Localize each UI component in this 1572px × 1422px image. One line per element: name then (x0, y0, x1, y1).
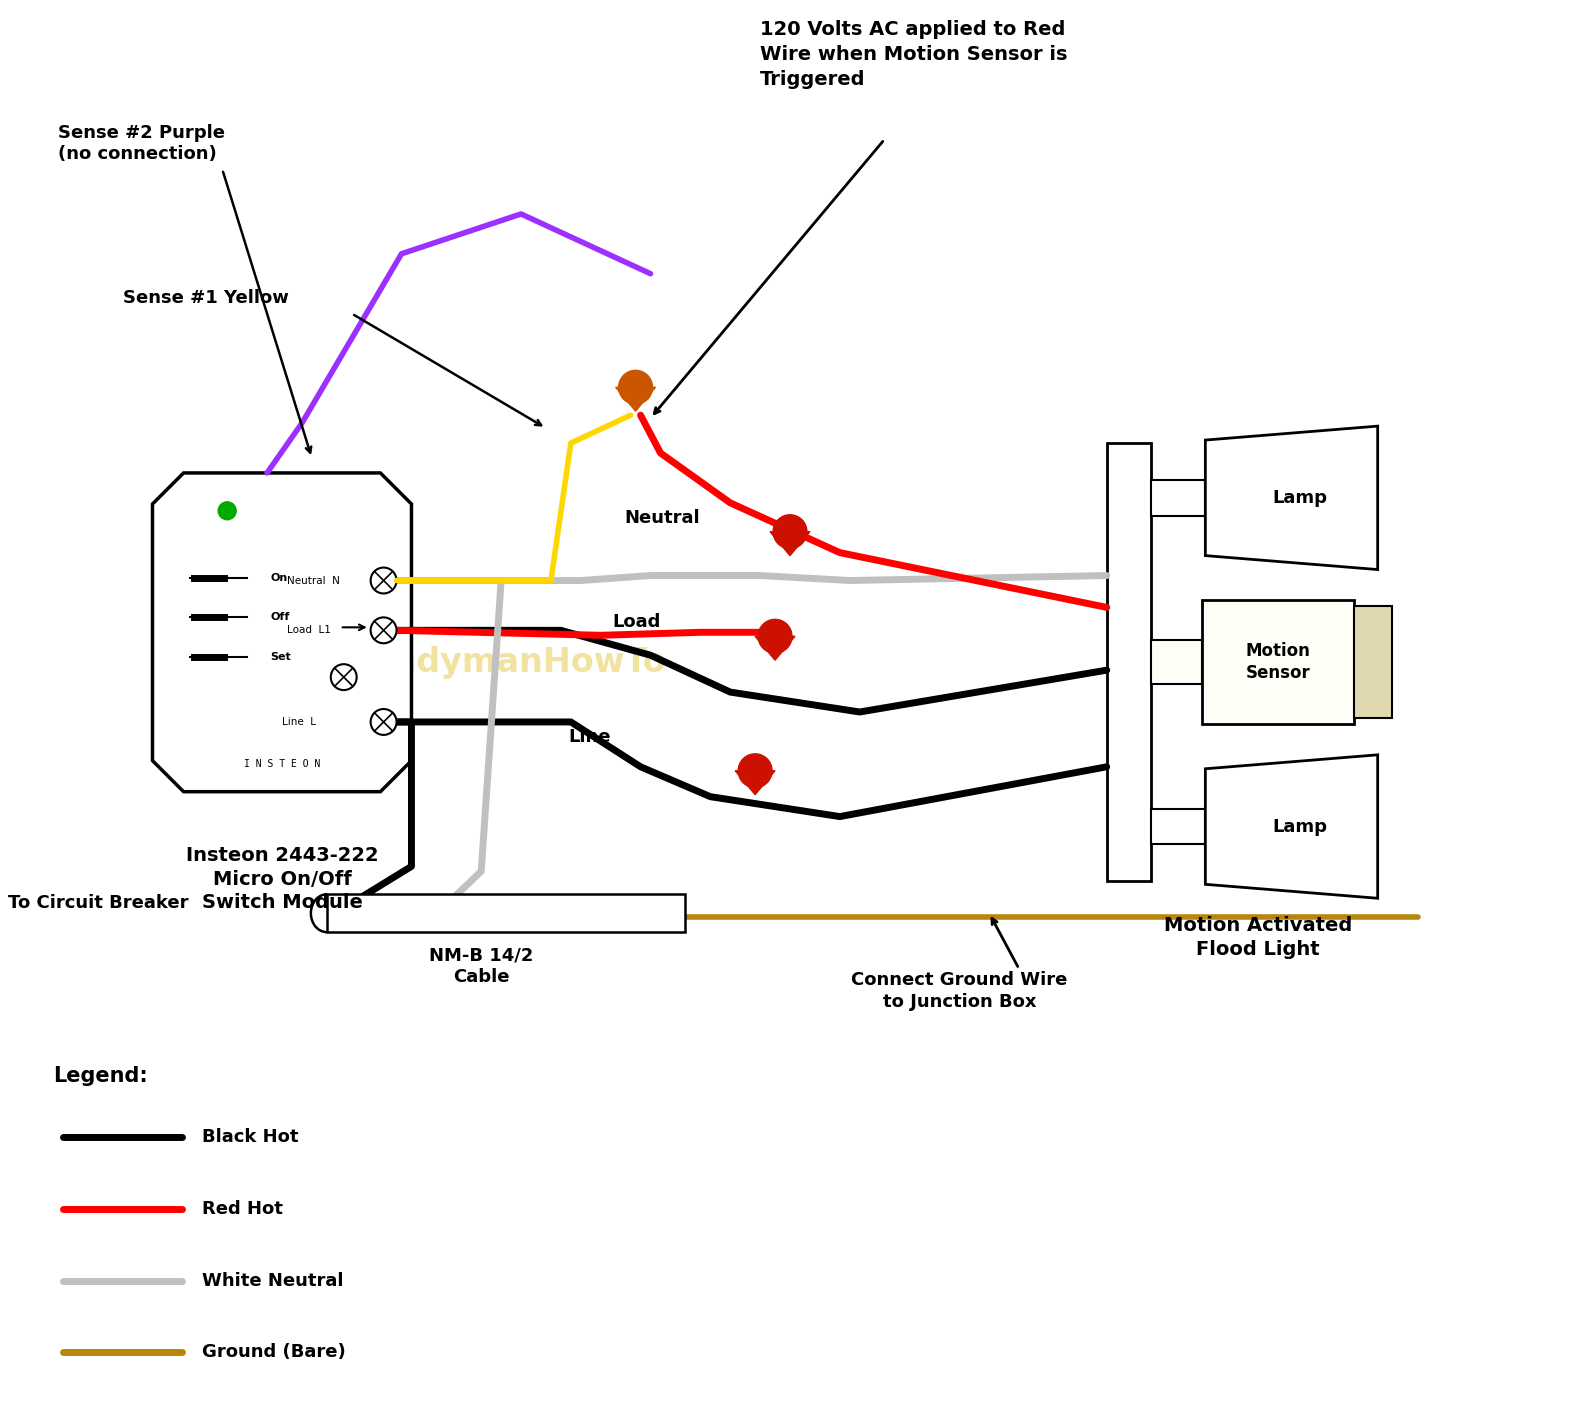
Text: Lamp: Lamp (1272, 489, 1327, 506)
Polygon shape (736, 771, 775, 795)
Circle shape (773, 515, 806, 549)
Text: White Neutral: White Neutral (203, 1271, 344, 1290)
Text: Red Hot: Red Hot (203, 1200, 283, 1219)
Bar (1151, 479, 1206, 516)
Circle shape (619, 370, 652, 404)
Circle shape (758, 620, 792, 653)
Text: Sense #1 Yellow: Sense #1 Yellow (123, 289, 289, 307)
Circle shape (330, 664, 357, 690)
Text: Off: Off (270, 613, 289, 623)
Polygon shape (616, 387, 656, 411)
Polygon shape (755, 636, 795, 660)
Bar (1353, 606, 1391, 718)
Text: Set: Set (270, 653, 291, 663)
Text: Black Hot: Black Hot (203, 1128, 299, 1146)
Text: Legend:: Legend: (53, 1065, 148, 1085)
Text: On: On (270, 573, 288, 583)
Text: Load  L1: Load L1 (288, 626, 330, 636)
Text: Motion Activated
Flood Light: Motion Activated Flood Light (1163, 916, 1352, 958)
Circle shape (371, 617, 396, 643)
Bar (1203, 600, 1353, 724)
Text: Line: Line (567, 728, 610, 747)
Text: I N S T E O N: I N S T E O N (244, 759, 321, 769)
Polygon shape (152, 474, 412, 792)
Text: Neutral: Neutral (624, 509, 701, 526)
Bar (1151, 640, 1203, 684)
Circle shape (219, 502, 236, 520)
Text: Neutral  N: Neutral N (288, 576, 340, 586)
Text: Sense #2 Purple
(no connection): Sense #2 Purple (no connection) (58, 124, 225, 164)
Text: Line  L: Line L (281, 717, 316, 727)
Polygon shape (770, 532, 810, 556)
Text: Insteon 2443-222
Micro On/Off
Switch Module: Insteon 2443-222 Micro On/Off Switch Mod… (185, 846, 379, 913)
Polygon shape (1206, 427, 1377, 570)
Text: NM-B 14/2
Cable: NM-B 14/2 Cable (429, 946, 533, 987)
Bar (327, 894, 685, 933)
Text: Load: Load (612, 613, 660, 631)
Polygon shape (1206, 755, 1377, 899)
Text: Ground (Bare): Ground (Bare) (203, 1344, 346, 1361)
Text: Motion
Sensor: Motion Sensor (1245, 643, 1311, 683)
Text: Lamp: Lamp (1272, 818, 1327, 836)
Text: © HandymanHowTo: © HandymanHowTo (297, 646, 665, 678)
Text: 120 Volts AC applied to Red
Wire when Motion Sensor is
Triggered: 120 Volts AC applied to Red Wire when Mo… (761, 20, 1067, 88)
Bar (1107, 444, 1151, 882)
Bar (1151, 809, 1206, 845)
Text: To Circuit Breaker: To Circuit Breaker (8, 894, 189, 913)
Circle shape (739, 754, 772, 788)
Text: Connect Ground Wire
to Junction Box: Connect Ground Wire to Junction Box (850, 971, 1067, 1011)
Circle shape (371, 710, 396, 735)
Circle shape (371, 567, 396, 593)
